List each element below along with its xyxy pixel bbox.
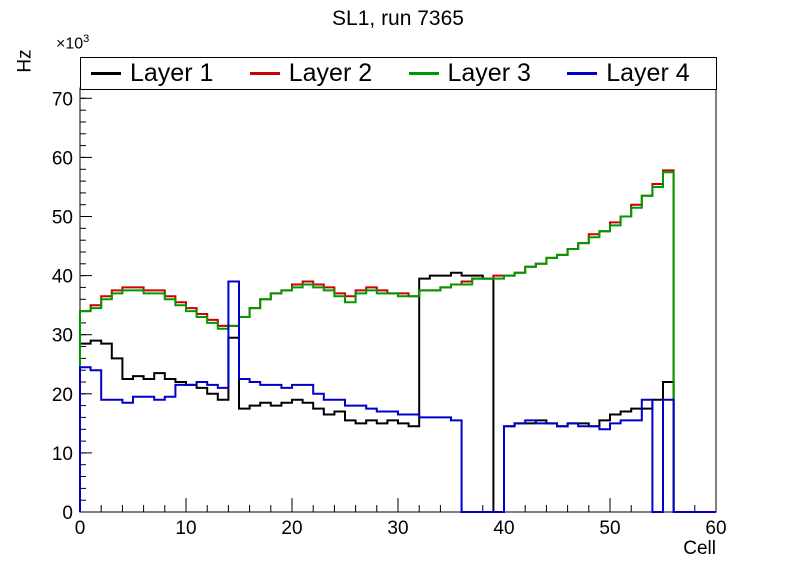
- svg-text:20: 20: [52, 385, 73, 406]
- legend-entry-label: Layer 1: [130, 59, 214, 87]
- x-axis-label: Cell: [683, 538, 716, 559]
- layer-3-line-sample-icon: [408, 72, 439, 75]
- svg-text:50: 50: [599, 518, 620, 539]
- layer-1-line-sample-icon: [91, 72, 121, 75]
- plot-title: SL1, run 7365: [332, 7, 464, 30]
- legend-entry-label: Layer 3: [447, 59, 531, 87]
- svg-text:0: 0: [62, 503, 73, 524]
- y-axis-multiplier: ×103: [56, 33, 89, 53]
- legend-entry-layer-2: Layer 2: [240, 61, 399, 86]
- svg-text:40: 40: [493, 518, 514, 539]
- svg-text:30: 30: [52, 326, 73, 347]
- svg-text:20: 20: [281, 518, 302, 539]
- legend: Layer 1 Layer 2 Layer 3 Layer 4: [80, 57, 717, 90]
- legend-entry-layer-1: Layer 1: [81, 61, 240, 86]
- svg-text:0: 0: [75, 518, 86, 539]
- svg-text:30: 30: [387, 518, 408, 539]
- multiplier-exponent: 3: [83, 33, 90, 45]
- legend-entry-layer-4: Layer 4: [557, 61, 716, 86]
- legend-entry-label: Layer 4: [606, 59, 690, 87]
- svg-text:10: 10: [52, 444, 73, 465]
- legend-entry-label: Layer 2: [288, 59, 373, 87]
- svg-text:40: 40: [52, 267, 73, 288]
- layer-2-line-sample-icon: [249, 72, 280, 75]
- svg-text:70: 70: [52, 89, 73, 110]
- svg-text:60: 60: [52, 148, 73, 169]
- layer-4-line-sample-icon: [567, 72, 598, 75]
- svg-text:50: 50: [52, 208, 73, 229]
- multiplier-base: ×10: [56, 35, 84, 53]
- legend-entry-layer-3: Layer 3: [399, 61, 558, 86]
- svg-text:10: 10: [175, 518, 196, 539]
- svg-text:60: 60: [705, 518, 726, 539]
